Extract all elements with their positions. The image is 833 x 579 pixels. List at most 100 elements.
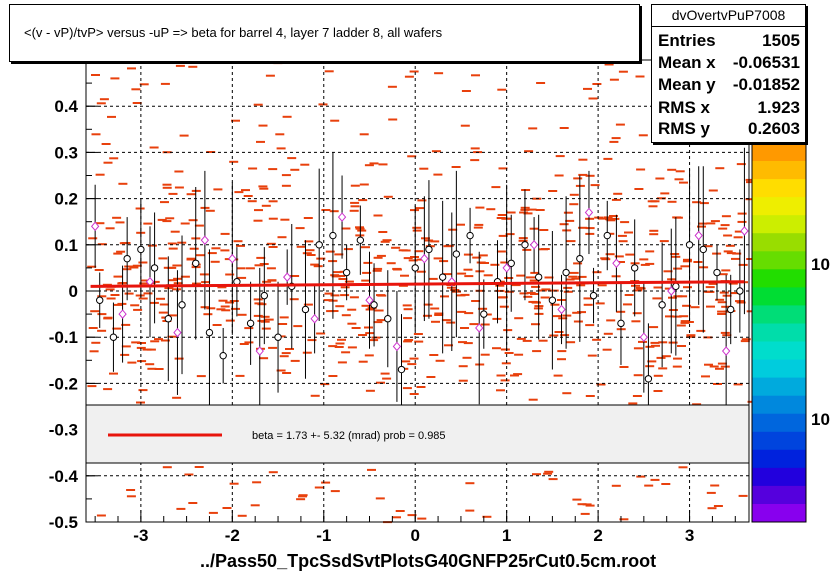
histogram-cell	[496, 217, 506, 219]
fit-legend-box: beta = 1.73 +- 5.32 (mrad) prob = 0.985	[85, 404, 750, 464]
histogram-cell	[423, 314, 432, 317]
histogram-cell	[218, 299, 228, 302]
histogram-cell	[290, 168, 300, 171]
histogram-cell	[674, 178, 684, 181]
histogram-cell	[519, 211, 529, 214]
y-tick-label: -0.3	[49, 421, 78, 440]
histogram-cell	[167, 266, 177, 269]
histogram-cell	[225, 273, 235, 276]
histogram-cell	[105, 288, 115, 291]
histogram-cell	[483, 274, 493, 277]
histogram-cell	[410, 256, 419, 258]
profile-point	[658, 301, 666, 309]
histogram-cell	[244, 327, 254, 330]
histogram-cell	[706, 305, 715, 308]
histogram-cell	[168, 247, 178, 250]
histogram-cell	[261, 204, 271, 207]
histogram-cell	[417, 199, 427, 202]
histogram-cell	[603, 332, 613, 335]
histogram-cell	[373, 256, 383, 259]
histogram-cell	[410, 209, 419, 212]
histogram-cell	[464, 275, 474, 278]
histogram-cell	[526, 276, 535, 279]
histogram-cell	[266, 267, 276, 270]
histogram-cell	[686, 335, 696, 338]
histogram-cell	[358, 360, 368, 363]
histogram-cell	[573, 262, 583, 265]
histogram-cell	[127, 67, 136, 70]
profile-point	[699, 245, 707, 254]
histogram-cell	[97, 295, 107, 298]
palette-cell	[752, 233, 806, 252]
histogram-cell	[268, 168, 278, 171]
histogram-cell	[203, 313, 213, 316]
histogram-cell	[124, 292, 134, 295]
histogram-cell	[89, 350, 99, 353]
histogram-cell	[423, 303, 433, 306]
histogram-cell	[682, 260, 692, 263]
histogram-cell	[683, 286, 692, 289]
histogram-cell	[167, 314, 177, 317]
histogram-cell	[310, 263, 320, 266]
histogram-cell	[745, 198, 755, 201]
histogram-cell	[500, 348, 510, 351]
histogram-cell	[670, 253, 680, 255]
histogram-cell	[409, 357, 419, 360]
histogram-cell	[258, 124, 268, 127]
profile-point	[370, 301, 378, 309]
histogram-cell	[431, 150, 441, 153]
histogram-cell	[310, 394, 320, 397]
profile-point	[205, 328, 214, 337]
histogram-cell	[409, 393, 419, 395]
histogram-cell	[388, 118, 398, 121]
histogram-cell	[365, 389, 375, 392]
histogram-cell	[338, 278, 348, 280]
histogram-cell	[719, 291, 729, 294]
x-tick-label: 0	[410, 526, 419, 545]
histogram-cell	[498, 167, 508, 170]
histogram-cell	[357, 229, 367, 232]
histogram-cell	[417, 517, 427, 520]
histogram-cell	[692, 403, 702, 406]
histogram-cell	[96, 102, 106, 105]
histogram-cell	[265, 74, 275, 77]
histogram-cell	[253, 219, 263, 222]
histogram-cell	[138, 389, 148, 392]
histogram-cell	[663, 270, 673, 273]
histogram-cell	[563, 211, 573, 214]
histogram-cell	[530, 271, 540, 274]
histogram-cell	[682, 304, 692, 307]
histogram-cell	[553, 374, 563, 377]
histogram-cell	[233, 240, 243, 243]
histogram-cell	[653, 286, 663, 289]
histogram-cell	[186, 193, 196, 196]
palette-cell	[752, 449, 806, 469]
histogram-cell	[531, 285, 541, 288]
profile-point	[548, 296, 557, 304]
histogram-cell	[212, 324, 222, 326]
histogram-cell	[651, 344, 660, 347]
histogram-cell	[335, 305, 345, 308]
histogram-cell	[631, 284, 640, 287]
histogram-cell	[279, 355, 289, 358]
histogram-cell	[721, 269, 731, 272]
histogram-cell	[158, 311, 168, 314]
profile-point	[603, 231, 611, 240]
profile-point-alt	[173, 327, 182, 338]
histogram-cell	[167, 242, 177, 245]
histogram-cell	[701, 375, 710, 378]
histogram-cell	[588, 97, 598, 100]
histogram-cell	[738, 263, 748, 266]
histogram-cell	[526, 291, 536, 294]
histogram-cell	[713, 383, 722, 385]
histogram-cell	[90, 310, 100, 313]
histogram-cell	[513, 373, 523, 376]
histogram-cell	[303, 303, 313, 306]
histogram-cell	[496, 250, 506, 253]
histogram-cell	[580, 512, 590, 515]
histogram-cell	[690, 306, 700, 309]
histogram-cell	[400, 274, 409, 277]
y-tick-label: 0.2	[54, 190, 78, 209]
palette-cell	[752, 197, 806, 216]
histogram-cell	[207, 252, 217, 255]
